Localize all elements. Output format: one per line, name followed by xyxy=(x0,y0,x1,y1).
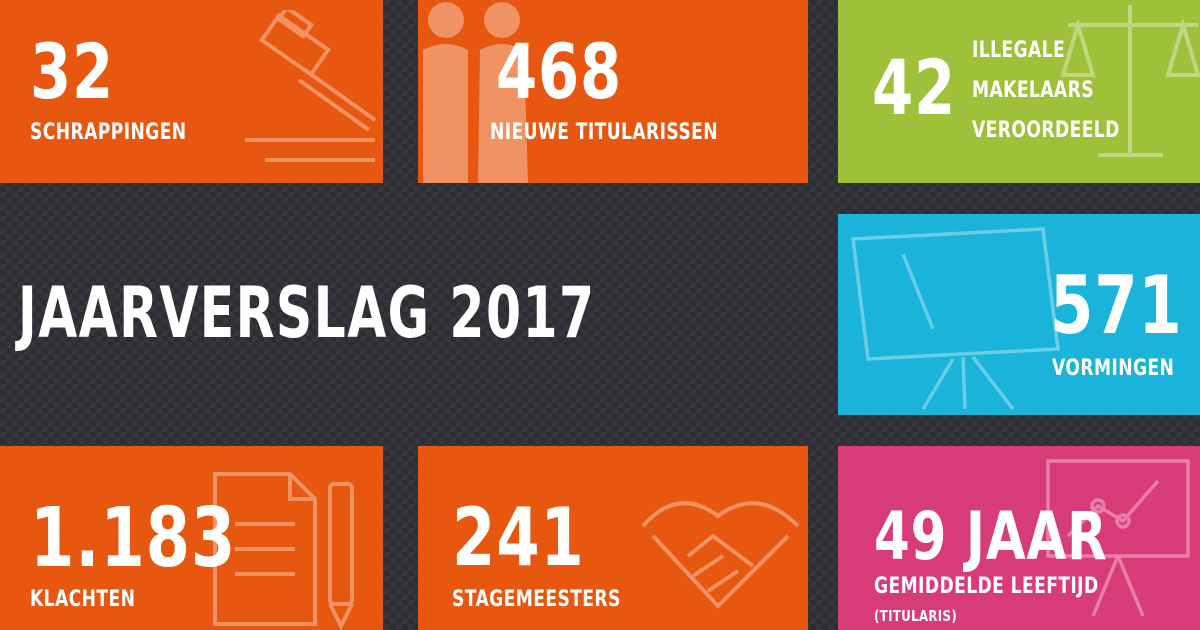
whiteboard-icon xyxy=(843,219,1073,414)
scales-icon xyxy=(1058,0,1200,183)
stat-label-line-1: ILLEGALE xyxy=(972,38,1066,63)
tile-vormingen: 571 VORMINGEN xyxy=(838,214,1200,415)
stat-label: SCHRAPPINGEN xyxy=(30,120,187,145)
people-icon xyxy=(418,0,538,183)
stat-label: STAGEMEESTERS xyxy=(452,587,621,612)
tile-klachten: 1.183 KLACHTEN xyxy=(0,446,383,630)
stat-value: 1.183 xyxy=(30,491,237,586)
handshake-icon xyxy=(633,476,808,626)
document-icon xyxy=(205,464,383,630)
stat-label: GEMIDDELDE LEEFTIJD xyxy=(874,574,1099,599)
tile-leeftijd: 49 JAAR GEMIDDELDE LEEFTIJD (TITULARIS) xyxy=(838,446,1200,630)
stat-value: 468 xyxy=(496,27,623,116)
page-title: JAARVERSLAG 2017 xyxy=(18,272,596,354)
stat-value: 49 JAAR xyxy=(874,498,1108,575)
stat-value: 241 xyxy=(452,491,585,584)
tile-schrappingen: 32 SCHRAPPINGEN xyxy=(0,0,383,183)
stat-value: 32 xyxy=(30,27,115,116)
tile-stagemeesters: 241 STAGEMEESTERS xyxy=(418,446,808,630)
stat-label-line-2: MAKELAARS xyxy=(972,78,1094,103)
tile-titularissen: 468 NIEUWE TITULARISSEN xyxy=(418,0,808,183)
stat-label-line-3: VEROORDEELD xyxy=(972,118,1120,143)
stat-label: KLACHTEN xyxy=(30,587,136,612)
stat-label: NIEUWE TITULARISSEN xyxy=(490,120,719,145)
stat-sublabel: (TITULARIS) xyxy=(874,607,958,625)
chart-icon xyxy=(1038,451,1198,621)
gavel-icon xyxy=(225,10,383,175)
stat-value: 571 xyxy=(1050,259,1183,352)
stat-value: 42 xyxy=(872,43,957,132)
tile-makelaars: 42 ILLEGALE MAKELAARS VEROORDEELD xyxy=(838,0,1200,183)
stat-label: VORMINGEN xyxy=(1052,356,1175,381)
